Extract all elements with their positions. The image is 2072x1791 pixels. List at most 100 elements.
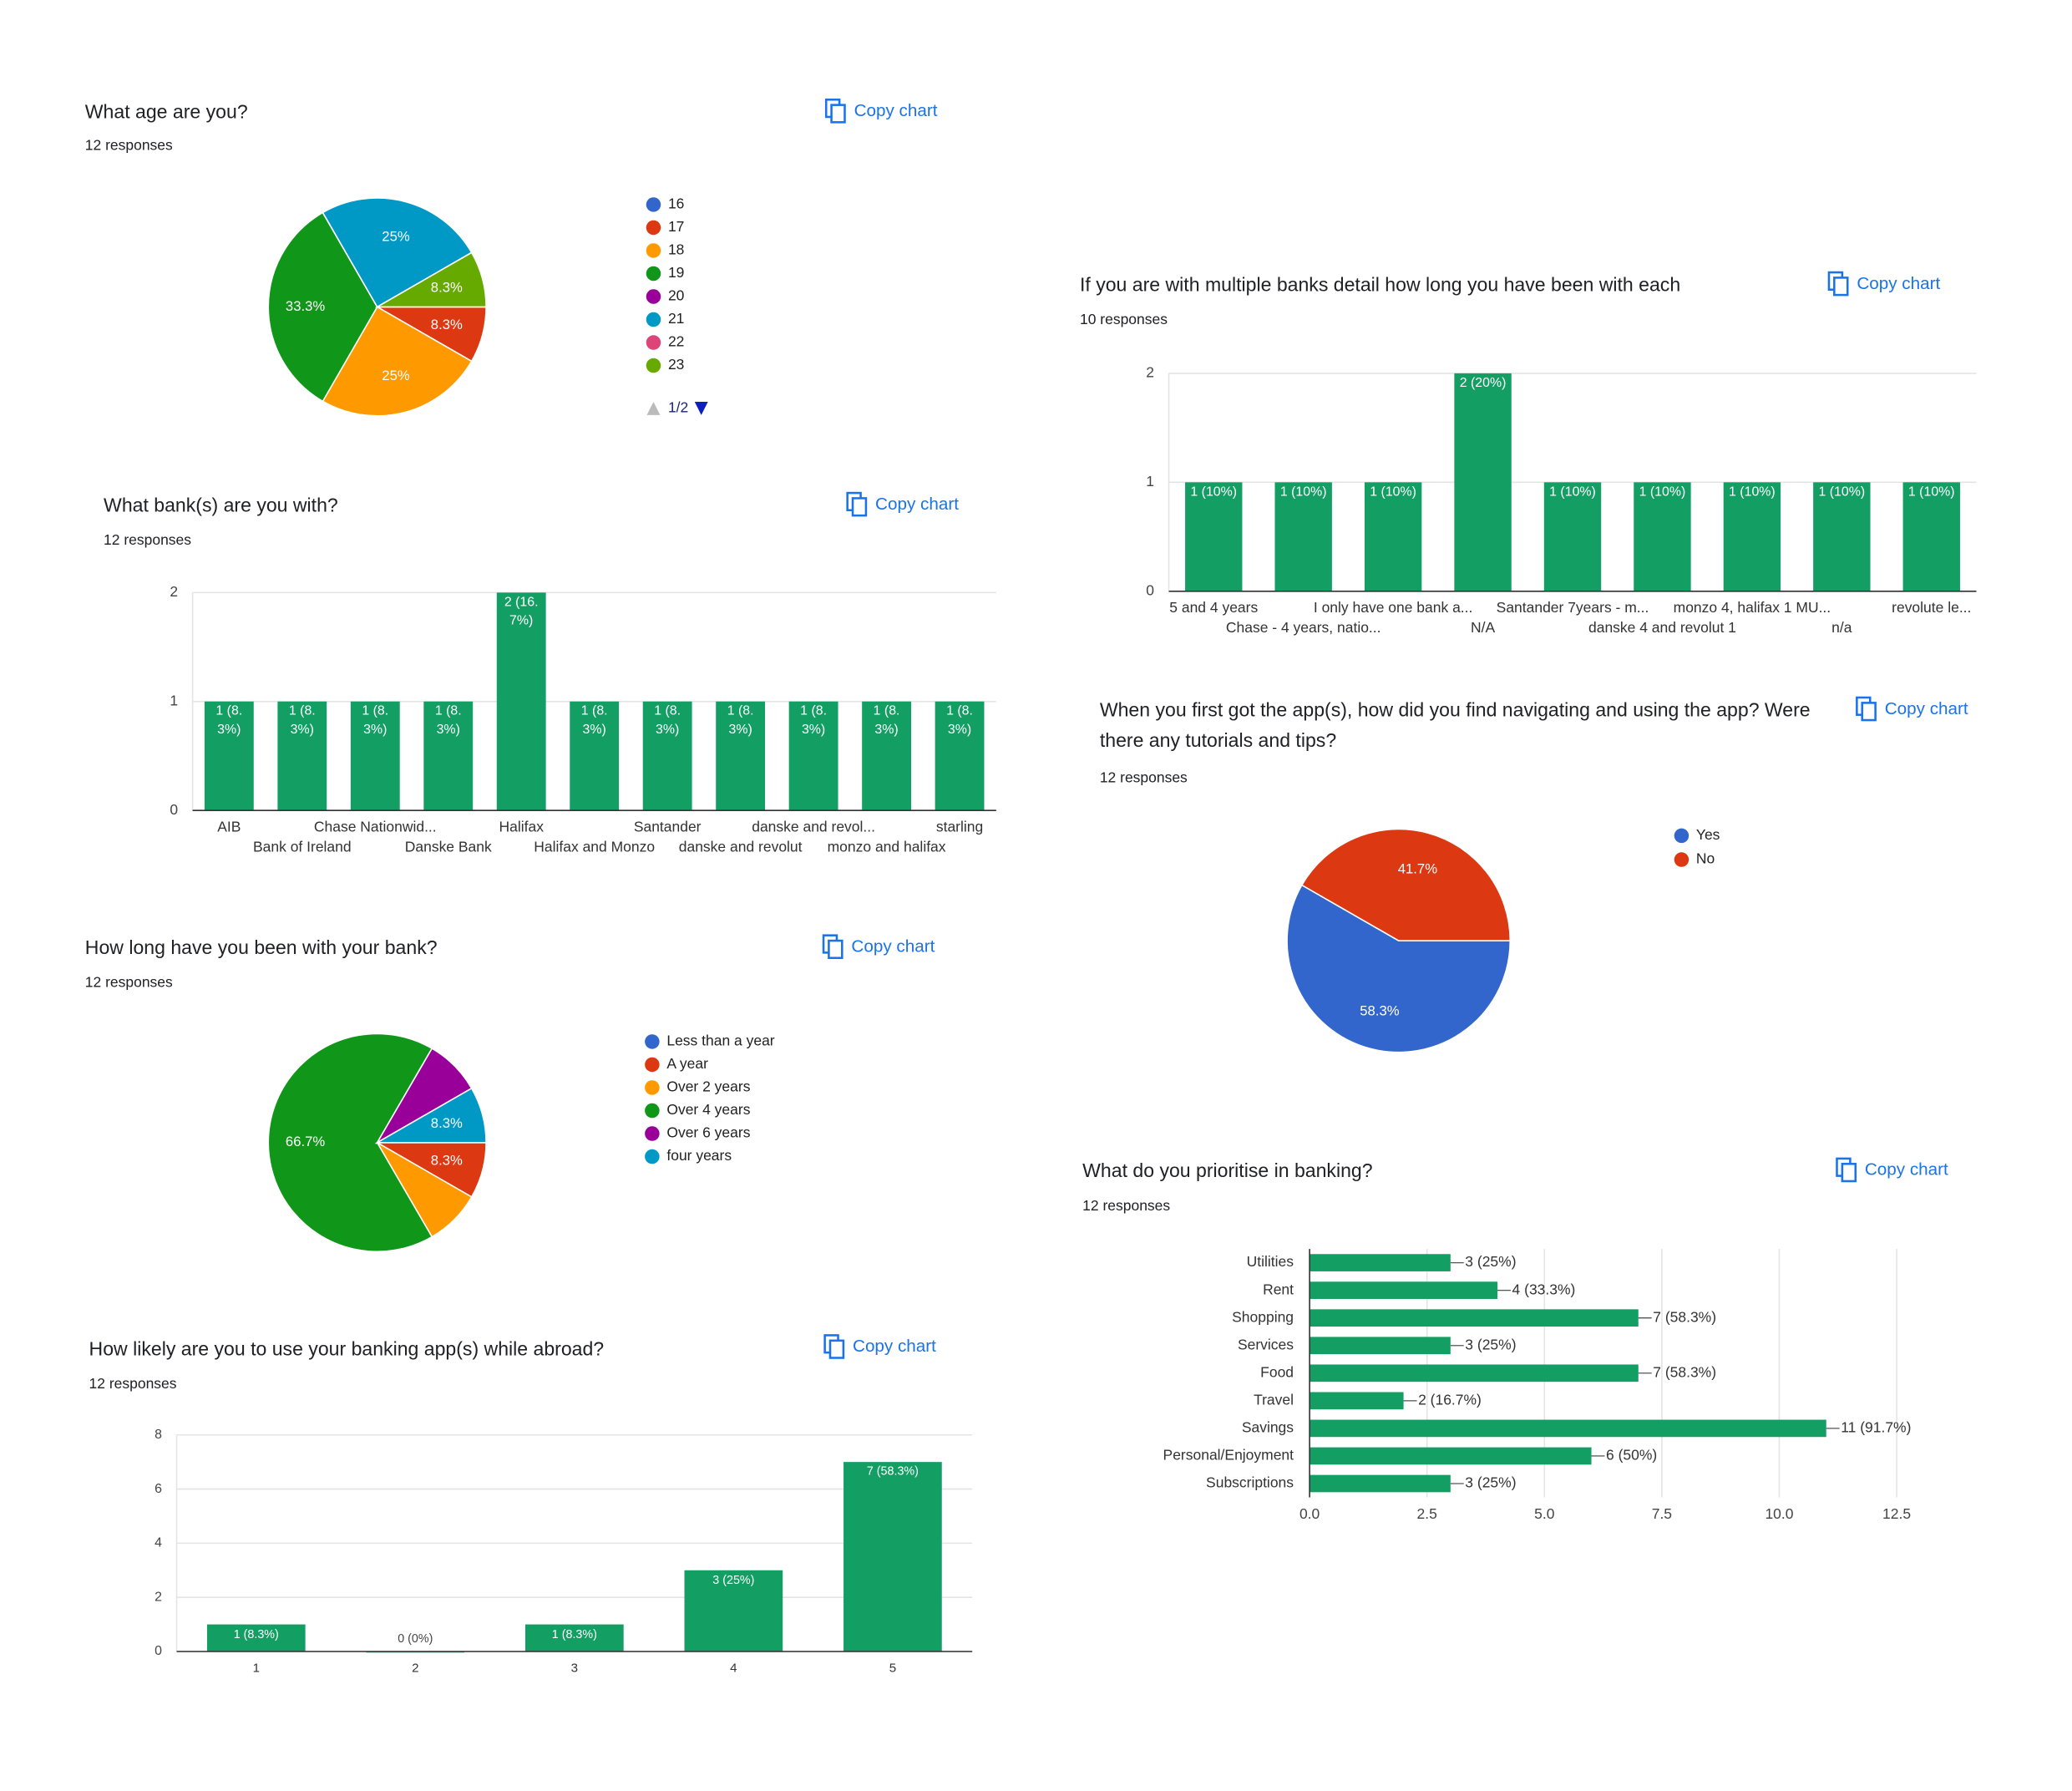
- chart-title-box: How long have you been with your bank?: [85, 938, 438, 959]
- x-tick-label: Santander: [634, 819, 702, 835]
- bar: [1310, 1337, 1451, 1355]
- y-tick-label: 0: [1146, 581, 1154, 598]
- copy-button-label[interactable]: Copy chart: [1857, 274, 1940, 293]
- legend-label: 22: [668, 333, 684, 350]
- y-tick-label: 4: [155, 1536, 162, 1550]
- legend-swatch: [646, 243, 661, 258]
- value-label-box: 1 (8.3%): [873, 703, 900, 738]
- value-label: 1 (8.3%): [727, 703, 754, 738]
- copy-button-label[interactable]: Copy chart: [875, 495, 959, 514]
- y-tick-label: Food: [1260, 1363, 1294, 1380]
- pie-slice: [267, 211, 378, 403]
- legend-swatch: [646, 220, 661, 236]
- pie-slice: [322, 197, 473, 308]
- value-label: 2 (20%): [1459, 376, 1507, 391]
- bar: [862, 701, 912, 811]
- copy-button-label[interactable]: Copy chart: [853, 1337, 936, 1356]
- x-tick-label: 0.0: [1299, 1505, 1320, 1522]
- value-label-box: 1 (10%): [1639, 485, 1686, 500]
- copy-button-label[interactable]: Copy chart: [1865, 1160, 1948, 1180]
- bar: [642, 701, 692, 811]
- value-label-box: 2 (20%): [1459, 376, 1507, 391]
- x-tick-label: monzo 4, halifax 1 MU...: [1674, 599, 1831, 616]
- chart-title: What age are you?: [84, 102, 248, 124]
- bar: [1310, 1474, 1451, 1493]
- chart-subtitle: 10 responses: [1080, 311, 1168, 327]
- legend-swatch: [1674, 828, 1690, 844]
- bar: [1310, 1254, 1451, 1271]
- value-label: 7 (58.3%): [1653, 1308, 1716, 1325]
- x-tick-label: danske and revol...: [752, 819, 875, 835]
- value-label-box: 1 (8.3%): [654, 704, 681, 738]
- copy-button-label[interactable]: Copy chart: [854, 101, 938, 120]
- pie-slice: [322, 306, 473, 417]
- value-label: 3 (25%): [1465, 1474, 1516, 1491]
- pie-slice: [1300, 828, 1512, 941]
- slice-label: 8.3%: [431, 1115, 463, 1131]
- copy-button[interactable]: Copy chart: [1836, 1157, 1949, 1183]
- bar: [1813, 482, 1871, 591]
- chart-title-box: What bank(s) are you with?: [104, 495, 338, 516]
- copy-icon-front: [828, 1339, 845, 1359]
- copy-icon-front: [828, 939, 843, 960]
- x-tick-label: Halifax: [499, 819, 545, 835]
- value-label-box: 1 (8.3%): [552, 1627, 597, 1641]
- bar: [684, 1570, 783, 1651]
- legend-label: 16: [668, 195, 684, 212]
- legend-swatch: [645, 1034, 660, 1049]
- value-label-box: 1 (8.3%): [800, 703, 828, 738]
- bar: [1310, 1419, 1826, 1438]
- value-label: 1 (10%): [1370, 485, 1416, 500]
- legend-swatch: [645, 1126, 660, 1141]
- copy-button-label[interactable]: Copy chart: [1885, 699, 1968, 718]
- value-label-box: 1 (10%): [1729, 485, 1776, 500]
- copy-button[interactable]: Copy chart: [1827, 271, 1941, 297]
- copy-button[interactable]: Copy chart: [1856, 696, 1968, 722]
- x-tick-label: Halifax and Monzo: [534, 838, 655, 855]
- value-label: 1 (8.3%): [580, 703, 608, 738]
- chart-title-box: How likely are you to use your banking a…: [89, 1339, 605, 1360]
- y-tick-label: Travel: [1254, 1391, 1294, 1408]
- value-label: 1 (10%): [1279, 485, 1327, 500]
- chart-title-box: If you are with multiple banks detail ho…: [1080, 275, 1680, 296]
- value-label: 1 (10%): [1190, 485, 1238, 500]
- bar: [843, 1462, 942, 1651]
- legend-swatch: [646, 335, 661, 350]
- y-tick-label: Shopping: [1232, 1308, 1294, 1325]
- chart-subtitle: 12 responses: [89, 1375, 177, 1392]
- y-tick-label: 2: [155, 1590, 162, 1604]
- pager-prev[interactable]: [646, 401, 661, 415]
- bar: [1543, 482, 1602, 591]
- slice-label: 8.3%: [431, 1152, 463, 1168]
- bar: [1274, 482, 1332, 591]
- copy-button[interactable]: Copy chart: [846, 491, 960, 517]
- copy-icon-front: [830, 104, 846, 124]
- y-tick-label: Rent: [1263, 1281, 1294, 1297]
- value-label-box: 1 (10%): [1908, 485, 1955, 500]
- copy-button-label[interactable]: Copy chart: [851, 936, 935, 956]
- x-tick-label: n/a: [1831, 619, 1852, 636]
- x-tick-label: 1: [253, 1662, 260, 1676]
- value-label: 1 (8.3%): [800, 703, 828, 738]
- chart-title-box: When you first got the app(s), how did y…: [1100, 700, 1811, 752]
- bar: [1310, 1364, 1639, 1383]
- value-label: 7 (58.3%): [866, 1464, 919, 1479]
- value-label: 2 (16.7%): [1418, 1391, 1482, 1408]
- slice-label: 25%: [382, 368, 410, 383]
- pager-next[interactable]: [694, 401, 708, 415]
- x-tick-label: 7.5: [1652, 1505, 1672, 1522]
- value-label-box: 1 (8.3%): [234, 1627, 279, 1641]
- value-label-box: 1 (10%): [1549, 485, 1596, 500]
- bar: [1902, 482, 1960, 591]
- value-label: 0 (0%): [398, 1631, 433, 1646]
- value-label-box: 1 (8.3%): [289, 704, 316, 738]
- copy-button[interactable]: Copy chart: [822, 934, 935, 960]
- copy-button[interactable]: Copy chart: [824, 99, 938, 124]
- value-label: 1 (10%): [1549, 485, 1596, 500]
- value-label-box: 3 (25%): [712, 1573, 754, 1586]
- value-label: 1 (8.3%): [873, 703, 900, 738]
- copy-button[interactable]: Copy chart: [823, 1334, 937, 1359]
- x-tick-label: monzo and halifax: [828, 838, 946, 855]
- copy-icon-front: [1833, 277, 1849, 297]
- x-tick-label: Chase - 4 years, natio...: [1226, 619, 1381, 636]
